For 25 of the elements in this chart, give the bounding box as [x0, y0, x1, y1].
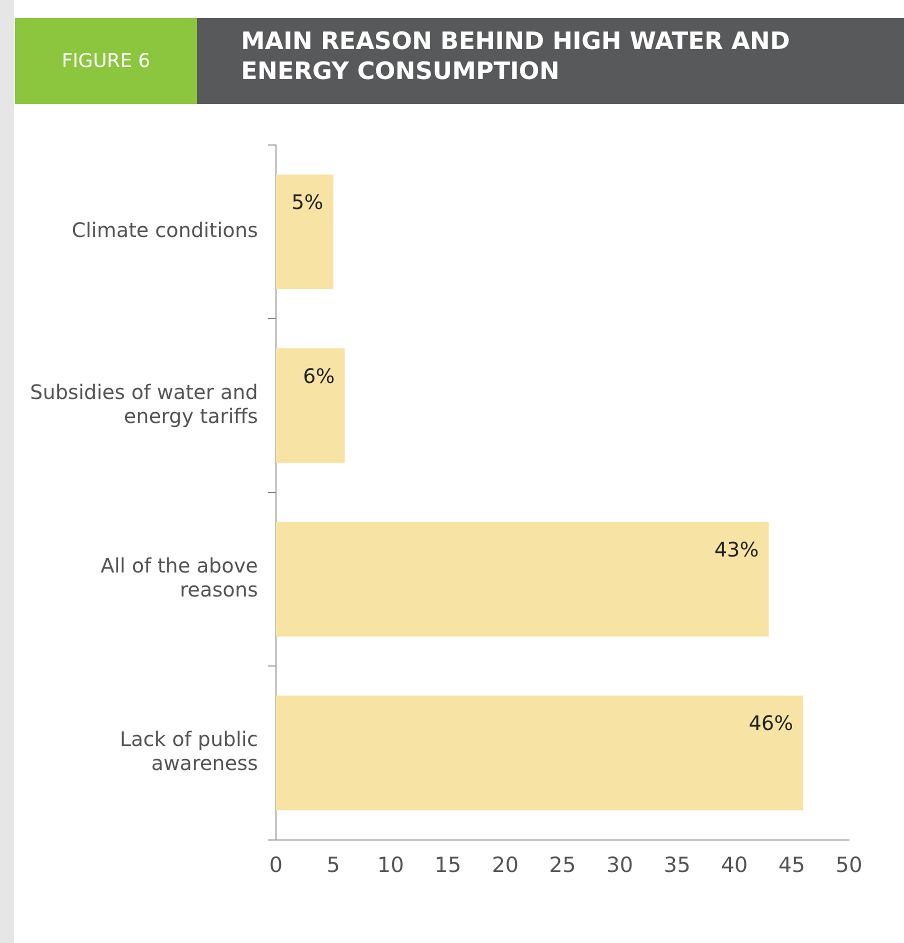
bar: [276, 696, 804, 810]
x-tick-label: 40: [721, 852, 748, 877]
bar: [276, 522, 769, 637]
data-label: 46%: [748, 711, 794, 736]
data-label: 6%: [303, 364, 335, 388]
y-tick-label: All of the above reasons: [100, 553, 258, 602]
x-tick-label: 0: [269, 852, 283, 877]
caption: FIGURE 6: [15, 18, 197, 104]
y-tick-label: Subsidies of water and energy tariffs: [30, 380, 258, 428]
x-tick-label: 25: [549, 852, 576, 877]
x-tick-label: 30: [606, 852, 634, 877]
x-tick-label: 5: [326, 852, 340, 877]
data-label: 5%: [292, 190, 324, 214]
bar: [276, 348, 345, 463]
y-tick-label: Lack of public awareness: [120, 727, 258, 776]
bar: [276, 174, 334, 290]
x-tick-label: 20: [492, 852, 519, 877]
chart-title: MAIN REASON BEHIND HIGH WATER AND ENERGY CONSUMPTION: [197, 18, 904, 104]
x-tick-label: 50: [836, 852, 862, 877]
x-tick-label: 45: [778, 852, 806, 877]
x-tick-label: 35: [664, 852, 690, 877]
x-tick-label: 15: [434, 852, 462, 877]
y-tick-label: Climate conditions: [72, 218, 258, 242]
data-label: 43%: [714, 537, 759, 562]
x-tick-label: 10: [377, 852, 404, 877]
